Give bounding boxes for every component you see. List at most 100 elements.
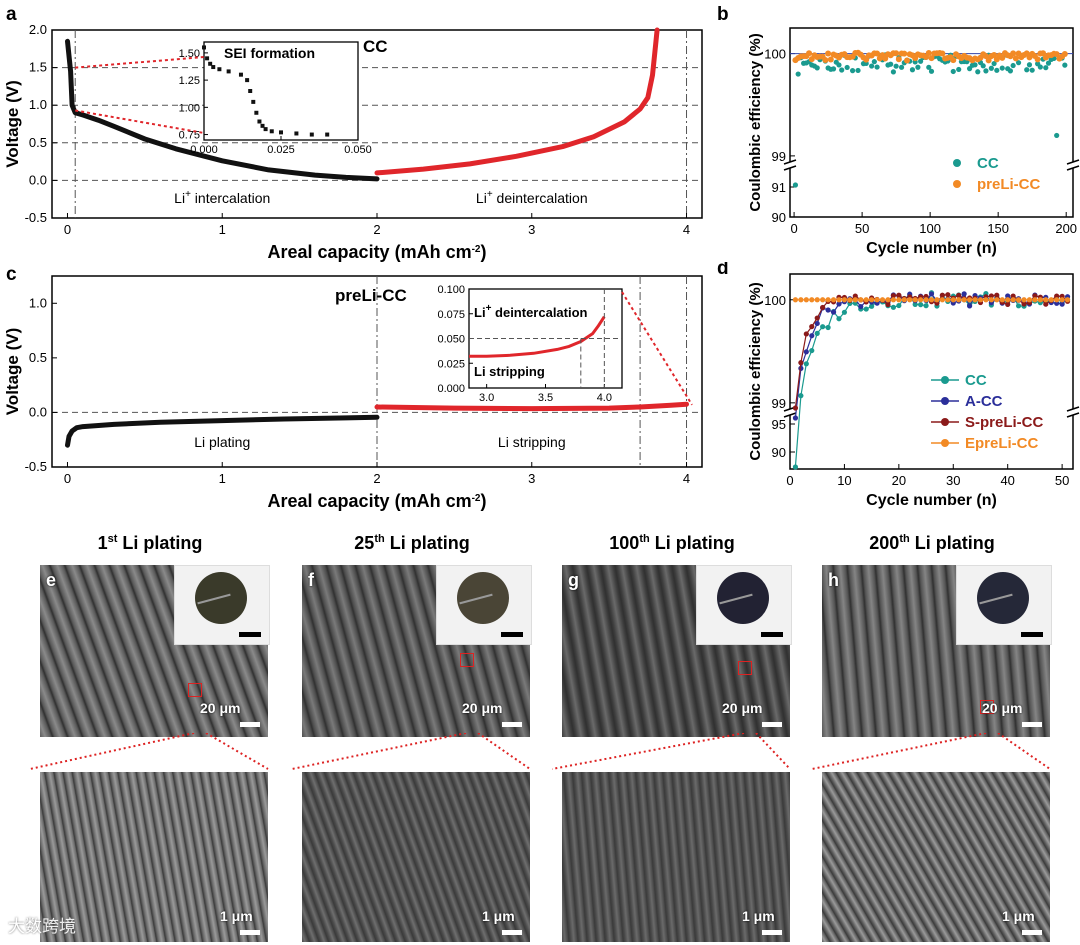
inset-y-tick-label: 0.75 bbox=[179, 130, 200, 142]
legend-label: CC bbox=[965, 372, 987, 389]
legend-label: preLi-CC bbox=[977, 176, 1041, 193]
panel-title: CC bbox=[363, 37, 388, 56]
cc-data-point bbox=[869, 63, 875, 69]
sem-high-mag-image-h bbox=[822, 772, 1050, 942]
inset-data-point bbox=[248, 89, 253, 93]
zoom-guide-line bbox=[75, 109, 205, 134]
zoom-line-left bbox=[30, 733, 195, 770]
sem-title-h: 200th Li plating bbox=[812, 533, 1052, 554]
cc-point bbox=[798, 393, 804, 399]
panel-letter-a: a bbox=[6, 4, 17, 25]
ordinal-suffix: st bbox=[107, 533, 118, 545]
scale-bar-20um bbox=[502, 722, 522, 727]
x-tick-label: 4 bbox=[683, 471, 690, 486]
y-tick-label: -0.5 bbox=[25, 459, 47, 474]
cc-data-point bbox=[983, 68, 989, 74]
inset-y-tick-label: 1.25 bbox=[179, 75, 200, 87]
scale-bar-1um bbox=[762, 930, 782, 935]
y-tick-label: 90 bbox=[772, 210, 786, 225]
ordinal: 200 bbox=[869, 533, 900, 553]
inset-data-point bbox=[269, 129, 274, 134]
eprelicc-point bbox=[890, 297, 897, 303]
title-text: Li plating bbox=[649, 533, 735, 553]
prelicc-data-point bbox=[939, 50, 946, 57]
eprelicc-point bbox=[792, 297, 799, 303]
zoom-line-right bbox=[205, 733, 269, 770]
prelicc-data-point bbox=[827, 56, 834, 63]
y-tick-label: 0.0 bbox=[29, 404, 47, 419]
legend-label: A-CC bbox=[965, 393, 1003, 410]
cc-point bbox=[820, 324, 826, 330]
inset-data-point bbox=[245, 78, 250, 83]
ordinal: 1 bbox=[97, 533, 108, 553]
x-tick-label: 0 bbox=[64, 471, 71, 486]
cc-data-point bbox=[915, 64, 921, 70]
eprelicc-point bbox=[847, 297, 853, 303]
acc-line bbox=[794, 292, 1069, 419]
charge-curve bbox=[374, 401, 689, 412]
sprelicc-point bbox=[803, 331, 809, 337]
eprelicc-point bbox=[1037, 297, 1043, 303]
sprelicc-point bbox=[896, 292, 902, 298]
x-axis-label: Cycle number (n) bbox=[866, 492, 997, 509]
cc-data-point bbox=[836, 62, 842, 68]
inset-curve bbox=[469, 315, 606, 358]
inset-data-point bbox=[263, 127, 268, 132]
x-tick-label: 0 bbox=[786, 473, 793, 488]
sem-high-mag-image-f bbox=[302, 772, 530, 942]
sprelicc-point bbox=[1021, 301, 1027, 307]
eprelicc-point bbox=[983, 297, 989, 303]
ordinal-suffix: th bbox=[639, 533, 650, 545]
cc-data-point bbox=[890, 69, 897, 75]
cc-data-point bbox=[1010, 62, 1016, 69]
cc-data-point bbox=[1043, 65, 1049, 71]
x-axis-label: Cycle number (n) bbox=[866, 240, 997, 257]
prelicc-data-point bbox=[950, 57, 957, 64]
eprelicc-point bbox=[1005, 297, 1011, 303]
eprelicc-point bbox=[939, 297, 945, 303]
eprelicc-point bbox=[956, 297, 962, 303]
prelicc-data-point bbox=[1012, 55, 1019, 62]
eprelicc-point bbox=[858, 297, 864, 303]
watermark-text: 大数跨境 bbox=[8, 917, 76, 936]
eprelicc-point bbox=[841, 297, 848, 303]
panel-letter-g: g bbox=[568, 570, 579, 590]
eprelicc-point bbox=[885, 297, 891, 303]
inset-data-point bbox=[257, 119, 262, 124]
y-axis-label: Voltage (V) bbox=[3, 328, 22, 416]
cc-data-point bbox=[918, 58, 924, 64]
zoom-line-right bbox=[755, 733, 791, 770]
inset-data-point bbox=[238, 72, 243, 77]
cc-data-point bbox=[1007, 68, 1014, 74]
prelicc-data-point bbox=[874, 50, 881, 57]
cc-point bbox=[912, 301, 918, 308]
plot-frame bbox=[789, 273, 1074, 470]
prelicc-data-point bbox=[895, 56, 902, 63]
y-tick-label: 91 bbox=[772, 180, 786, 195]
y-tick-label: 1.0 bbox=[29, 97, 47, 112]
y-tick-label: 95 bbox=[772, 417, 786, 432]
cc-data-point bbox=[975, 69, 981, 75]
ordinal-suffix: th bbox=[899, 533, 910, 545]
discharge-curve bbox=[65, 38, 380, 182]
axis-break-mark bbox=[783, 412, 797, 418]
chart-b: b 0 50 100 150 200 99 100 90 91 Cycle number (n) C… bbox=[717, 4, 1080, 257]
inset-data-point bbox=[325, 132, 330, 137]
zoom-connector bbox=[292, 733, 531, 770]
prelicc-data-point bbox=[928, 55, 935, 62]
cc-point bbox=[890, 304, 897, 310]
sprelicc-point bbox=[798, 360, 804, 366]
prelicc-data-point bbox=[985, 57, 992, 64]
ordinal: 100 bbox=[609, 533, 640, 553]
sem-high-mag-image-e bbox=[40, 772, 268, 942]
zoom-guide-line bbox=[621, 291, 693, 406]
y-tick-label: 0.5 bbox=[29, 135, 47, 150]
sem-high-mag-image-g bbox=[562, 772, 790, 942]
cc-data-point bbox=[991, 60, 997, 67]
prelicc-data-point bbox=[982, 53, 989, 60]
eprelicc-point bbox=[1064, 297, 1071, 303]
zoom-line-left bbox=[812, 733, 987, 770]
sem-title-e: 1st Li plating bbox=[30, 533, 270, 554]
cc-data-point bbox=[950, 68, 956, 75]
panel-title: preLi-CC bbox=[335, 286, 407, 305]
